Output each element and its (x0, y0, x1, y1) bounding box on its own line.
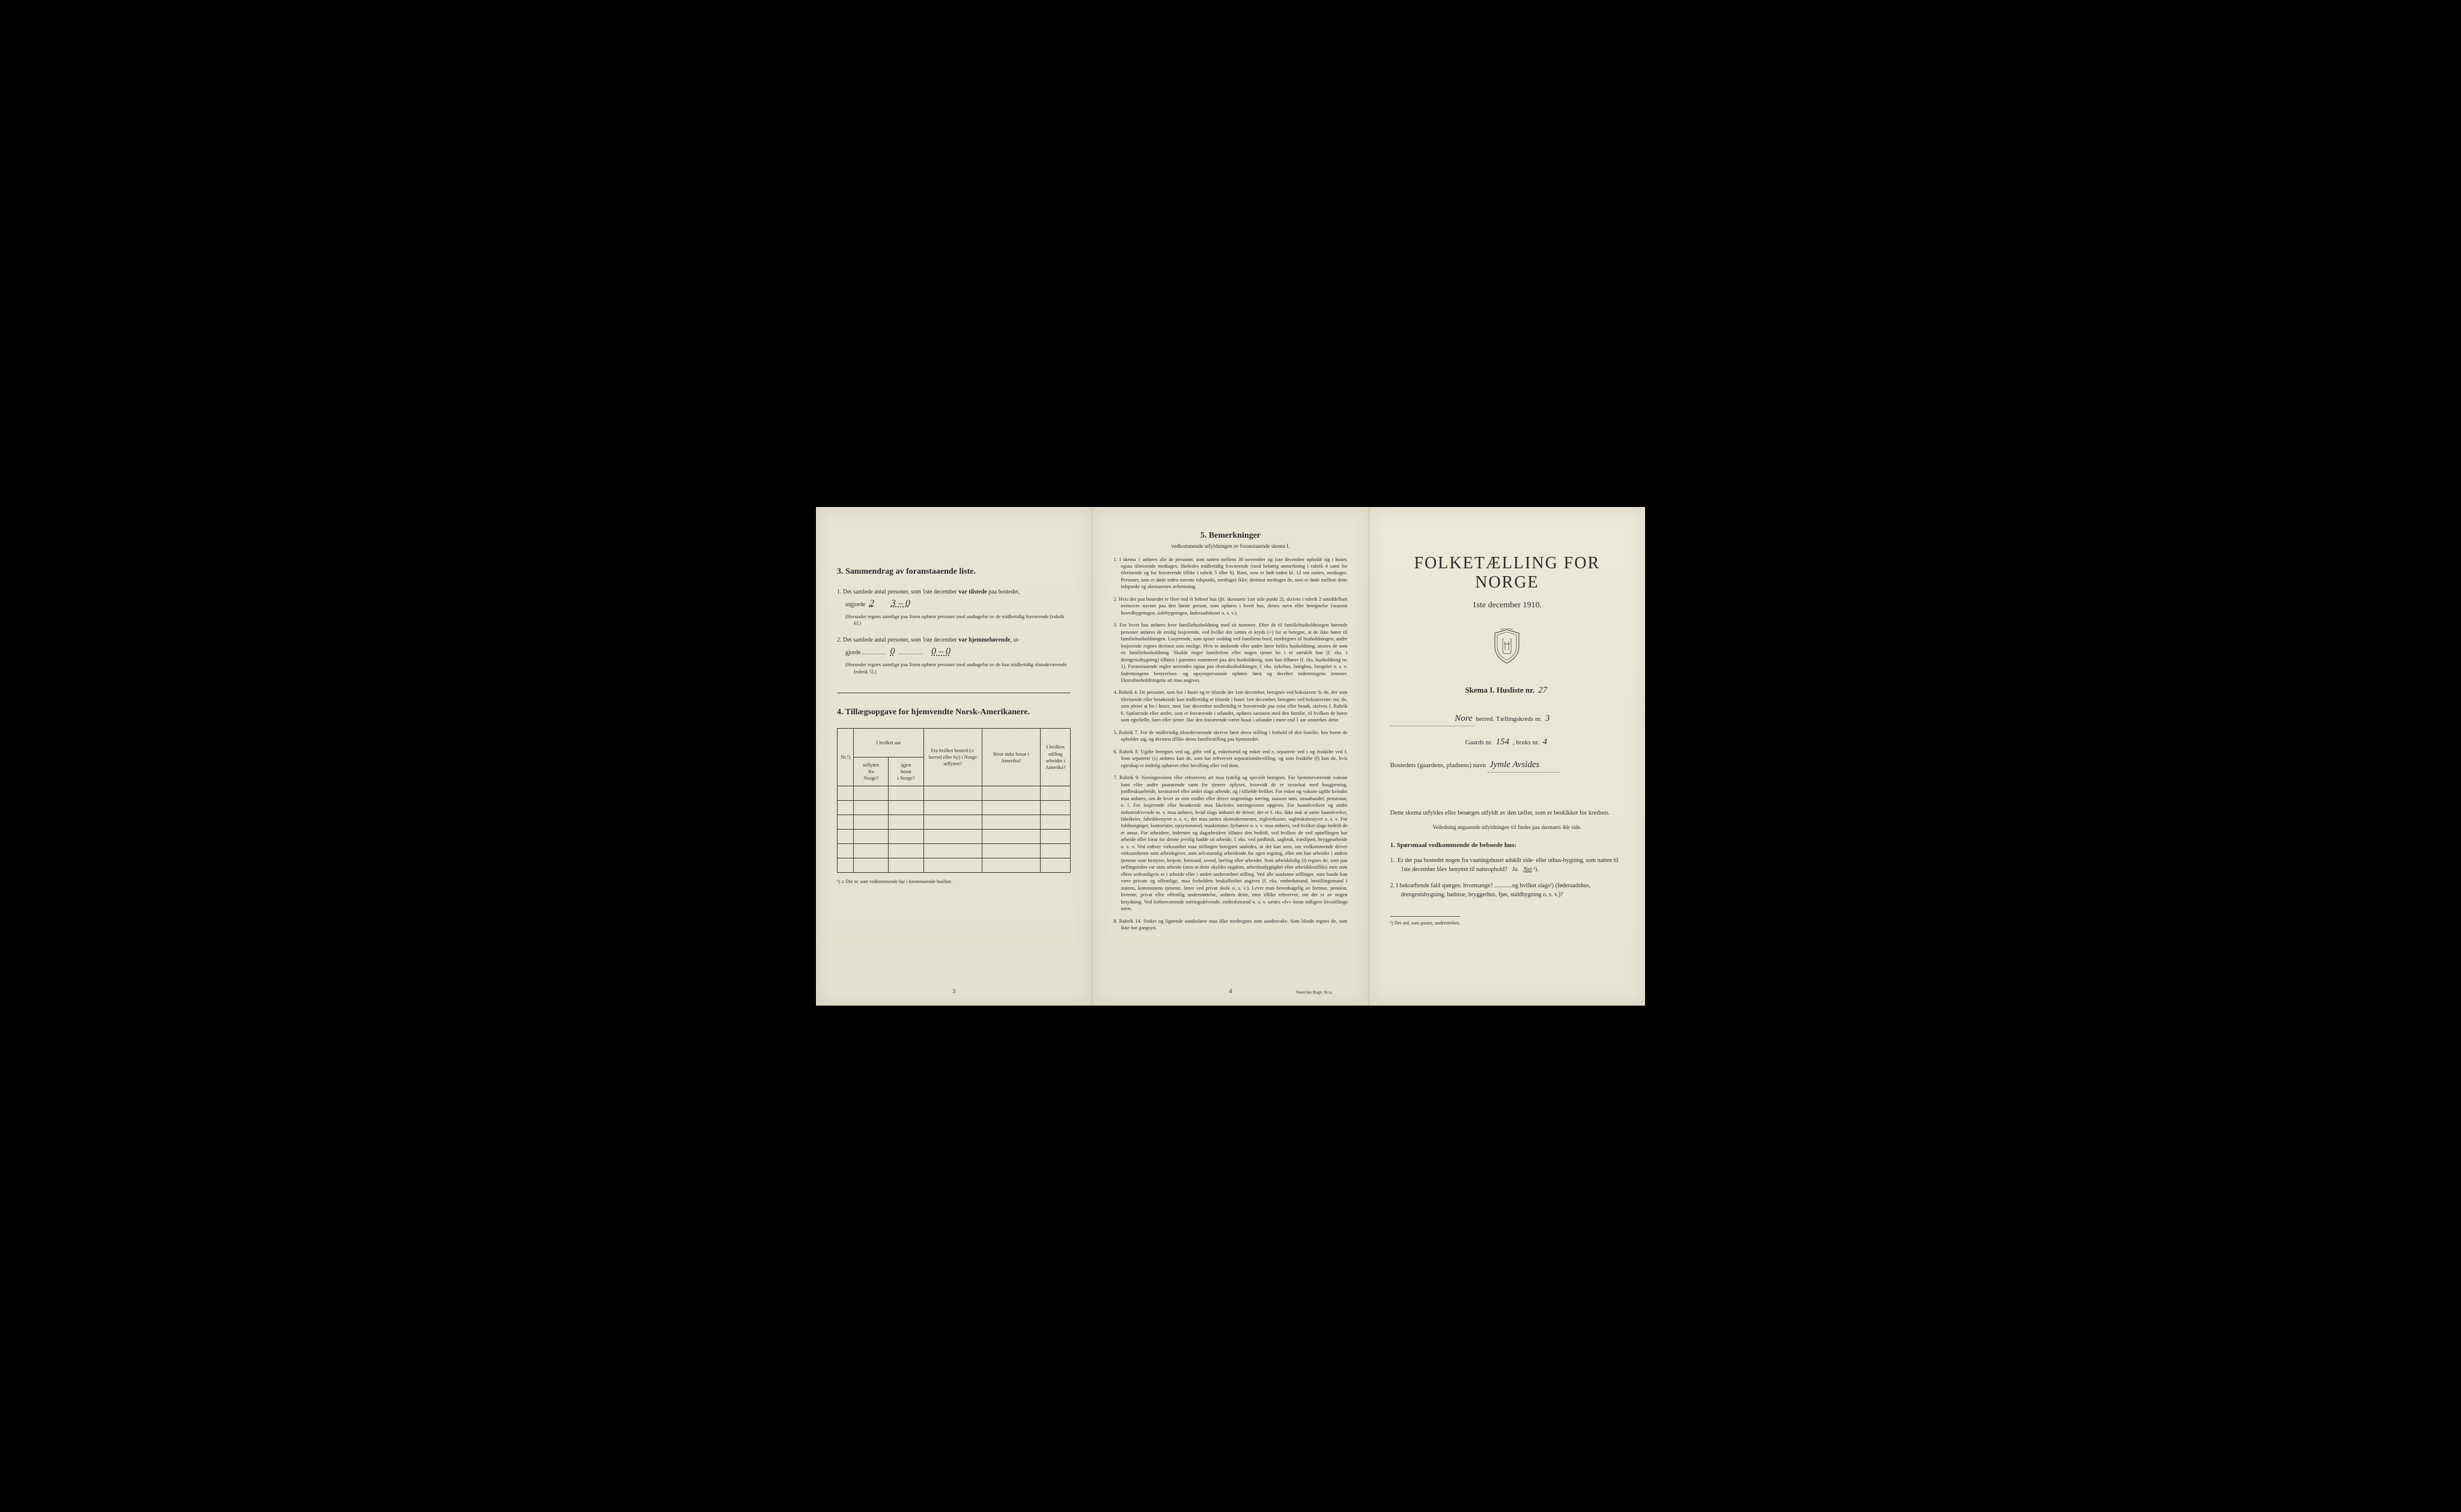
text: 2. Det samlede antal personer, som 1ste … (837, 637, 958, 643)
remark-item: 2. Hvis der paa bostedet er flere end ét… (1113, 596, 1347, 616)
text: utgjorde (845, 601, 865, 608)
coat-of-arms-icon (1390, 628, 1624, 667)
table-row (838, 786, 1071, 801)
item-2: 2. Det samlede antal personer, som 1ste … (837, 636, 1071, 676)
bold-text: var hjemmehørende (958, 637, 1010, 643)
col-from: Fra hvilket bosted (ɔ: herred eller by) … (923, 729, 982, 786)
question-1: 1. Er der paa bostedet nogen fra vaaning… (1390, 856, 1624, 874)
text: paa bostedet, (987, 589, 1020, 595)
bold-text: var tilstede (958, 589, 987, 595)
kreds-value: 3 (1544, 714, 1552, 723)
text: , ut- (1010, 637, 1020, 643)
handwritten-value: 2 (867, 598, 877, 609)
col-emigrated: utflyttetfraNorge? (854, 758, 889, 786)
fine-print: (Herunder regnes samtlige paa listen opf… (845, 661, 1071, 676)
page-cover: FOLKETÆLLING FOR NORGE 1ste december 191… (1369, 507, 1645, 1006)
table-row (838, 815, 1071, 830)
table-row (838, 844, 1071, 858)
item-1: 1. Det samlede antal personer, som 1ste … (837, 587, 1071, 628)
table-footnote: ¹) ɔ: Det nr. som vedkommende har i fora… (837, 879, 1071, 884)
bosted-value: Jymle Avsides (1488, 760, 1541, 770)
handwritten-value: 0 (888, 646, 898, 657)
page-4: 5. Bemerkninger vedkommende utfyldningen… (1092, 507, 1369, 1006)
husliste-nr: 27 (1536, 685, 1549, 695)
table-row (838, 801, 1071, 815)
fine-print: (Herunder regnes samtlige paa listen opf… (845, 613, 1071, 628)
question-2: 2. I bekræftende fald spørges: hvormange… (1390, 881, 1624, 899)
printer-mark: Steen'ske Bogtr. Kr.a. (1296, 990, 1333, 995)
remark-item: 1. I skema 1 anføres alle de personer, s… (1113, 556, 1347, 591)
instruction-sub: Veiledning angaaende utfyldningen vil fi… (1390, 824, 1624, 832)
footnote: ¹) Det ord, som passer, understrekes. (1390, 916, 1461, 926)
col-where: Hvor sidst bosat i Amerika? (982, 729, 1040, 786)
emigrant-table: Nr.¹) I hvilket aar Fra hvilket bosted (… (837, 728, 1071, 873)
text: 1. Det samlede antal personer, som 1ste … (837, 589, 958, 595)
document-spread: 3. Sammendrag av foranstaaende liste. 1.… (816, 507, 1645, 1006)
table-row (838, 830, 1071, 844)
question-heading: 1. Spørsmaal vedkommende de beboede hus: (1390, 842, 1624, 849)
table-4: Nr.¹) I hvilket aar Fra hvilket bosted (… (837, 728, 1071, 873)
col-occupation: I hvilken stilling arbeidet i Amerika? (1040, 729, 1071, 786)
table-body (838, 786, 1071, 873)
sub-title: 1ste december 1910. (1390, 601, 1624, 610)
herred-label: herred. Tællingskreds nr. (1476, 715, 1542, 723)
herred-value: Nore (1453, 714, 1474, 723)
skema-line: Skema I. Husliste nr. 27 (1390, 685, 1624, 696)
remark-item: 6. Rubrik 8. Ugifte betegnes ved ug, gif… (1113, 748, 1347, 769)
page-3: 3. Sammendrag av foranstaaende liste. 1.… (816, 507, 1092, 1006)
section-4-title: 4. Tillægsopgave for hjemvendte Norsk-Am… (837, 708, 1071, 717)
page-number: 4 (1229, 988, 1232, 995)
main-title: FOLKETÆLLING FOR NORGE (1390, 554, 1624, 592)
bruks-label: , bruks nr. (1513, 739, 1539, 746)
remark-item: 4. Rubrik 4. De personer, som bor i huse… (1113, 689, 1347, 723)
table-header-row: Nr.¹) I hvilket aar Fra hvilket bosted (… (838, 729, 1071, 758)
gaards-value: 154 (1494, 737, 1512, 747)
gaards-label: Gaards nr. (1465, 739, 1492, 746)
remark-item: 3. For hvert hus anføres hver familiehus… (1113, 622, 1347, 684)
col-returned: igjenbosati Norge? (889, 758, 923, 786)
col-nr: Nr.¹) (838, 729, 854, 786)
gaards-line: Gaards nr. 154 , bruks nr. 4 (1390, 735, 1624, 749)
table-row (838, 858, 1071, 873)
text: gjorde (845, 649, 861, 656)
page-number: 3 (952, 988, 955, 995)
bosted-line: Bostedets (gaardens, pladsens) navn Jyml… (1390, 758, 1624, 773)
remark-item: 7. Rubrik 9. Næringsveiens eller erhverv… (1113, 774, 1347, 912)
remark-item: 5. Rubrik 7. For de midlertidig tilstede… (1113, 729, 1347, 743)
col-year-group: I hvilket aar (854, 729, 923, 758)
section-5-subtitle: vedkommende utfyldningen av foranstaaend… (1113, 543, 1347, 549)
bosted-label: Bostedets (gaardens, pladsens) navn (1390, 762, 1486, 769)
skema-label: Skema I. Husliste nr. (1465, 685, 1534, 694)
section-5-title: 5. Bemerkninger (1113, 531, 1347, 541)
herred-line: Nore herred. Tællingskreds nr. 3 (1390, 711, 1624, 726)
remark-item: 8. Rubrik 14. Sinker og lignende aandssl… (1113, 918, 1347, 932)
remarks-list: 1. I skema 1 anføres alle de personer, s… (1113, 556, 1347, 932)
handwritten-value: 0 – 0 (929, 646, 953, 657)
bruks-value: 4 (1541, 737, 1550, 747)
section-3-title: 3. Sammendrag av foranstaaende liste. (837, 567, 1071, 577)
handwritten-value: 3 – 0 (889, 598, 913, 609)
instruction-text: Dette skema utfyldes eller besørges utfy… (1390, 809, 1624, 818)
